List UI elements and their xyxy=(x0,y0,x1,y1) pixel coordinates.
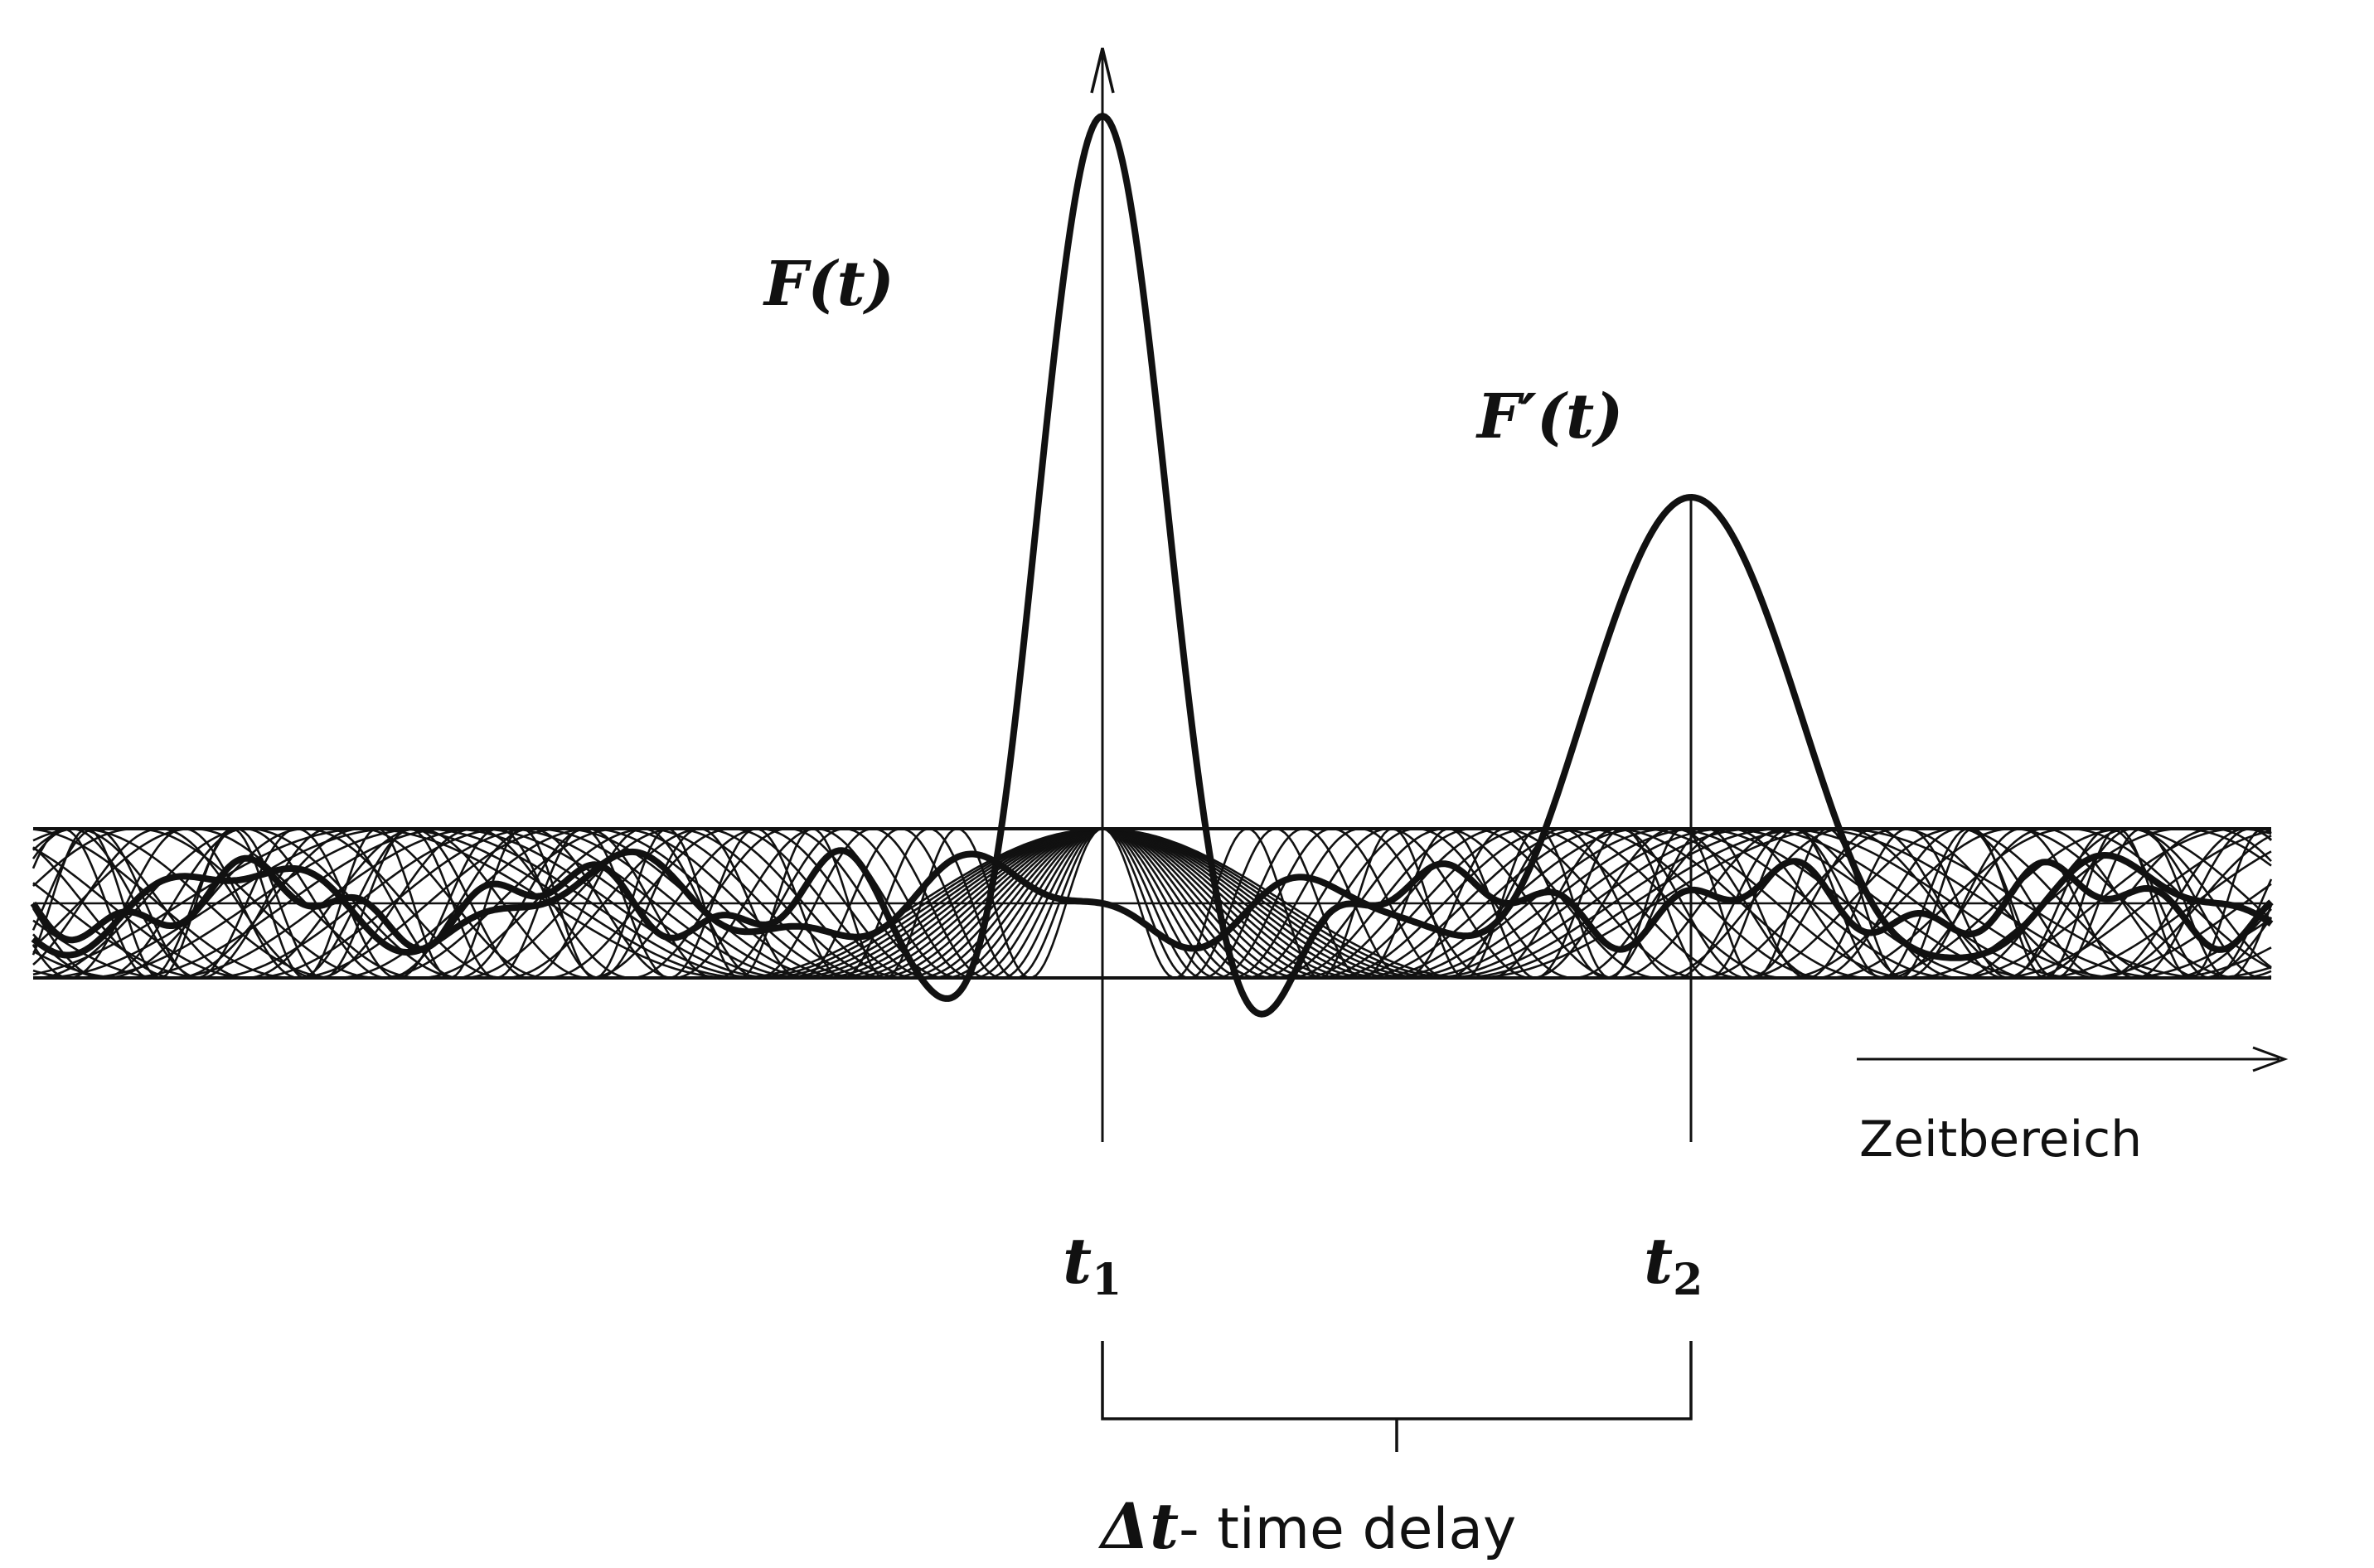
delay-bracket xyxy=(1101,1341,1693,1452)
component-wave xyxy=(32,827,2272,980)
vertical-axis-arrow-icon xyxy=(1090,47,1115,94)
component-wave xyxy=(31,827,2273,980)
time-axis-arrow-icon xyxy=(2252,1046,2289,1072)
label-t1-main: t xyxy=(1063,1224,1092,1298)
label-t1: t1 xyxy=(1063,1224,1122,1305)
delay-label: Δt- time delay xyxy=(1097,1489,1516,1563)
component-wave xyxy=(32,827,2272,980)
label-f-prime-of-t: F′(t) xyxy=(1475,381,1623,452)
label-t2-main: t xyxy=(1644,1224,1673,1298)
component-wave xyxy=(32,827,2272,980)
component-wave xyxy=(31,827,2272,980)
x-axis-label: Zeitbereich xyxy=(1859,1111,2142,1169)
label-t1-sub: 1 xyxy=(1092,1255,1122,1305)
label-f-of-t: F(t) xyxy=(763,249,894,320)
label-t2: t2 xyxy=(1644,1224,1703,1305)
band-edges xyxy=(33,827,2271,980)
delay-symbol: Δt xyxy=(1097,1489,1179,1563)
delay-text: - time delay xyxy=(1179,1497,1516,1562)
label-t2-sub: 2 xyxy=(1673,1255,1703,1305)
f-prime-curve xyxy=(31,494,2274,961)
f-curve xyxy=(30,113,2274,1018)
